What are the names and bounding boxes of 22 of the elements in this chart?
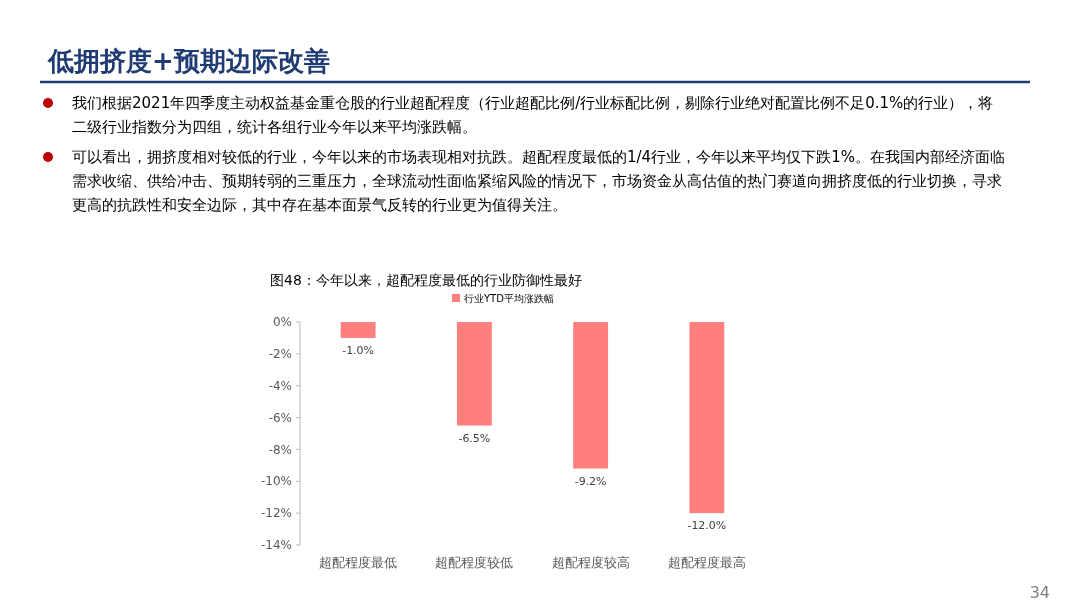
y-tick-label: -10% (260, 474, 292, 489)
y-tick-label: -8% (268, 442, 292, 457)
text: 可以看出，拥挤度相对较低的行业，今年以来的市场表现相对抗跌。超配程度最低的1/4行业，今年以来平均仅下跌1%。在我国内部经济面临需求收缩、供给冲击、预期转弱的三重压力，全球流动性面临紧缩风险的情况下，市场资金从高估值的热门赛道向拥挤度低的行业切换，寻求更高的抗跌性和安全边际，其中存在基本面景气反转的行业更为值得关注。 (72, 148, 1005, 214)
chart-subtitle: 低拥挤度+预期边际改善 (47, 46, 330, 76)
y-tick-label: -14% (260, 538, 292, 553)
y-tick-label: -2% (268, 347, 292, 362)
text: 我们根据2021年四季度主动权益基金重仓股的行业超配程度（行业超配比例/行业标配比例，剔除行业绝对配置比例不足0.1%的行业），将二级行业指数分为四组，统计各组行业今年以来平均涨跌幅。 (72, 94, 994, 136)
x-tick-label: 超配程度最高 (667, 555, 746, 570)
x-tick-label: 超配程度较高 (551, 555, 630, 570)
legend-label: 行业YTD平均涨跌幅 (464, 293, 554, 304)
text: 34 (1029, 583, 1050, 602)
text: -12.0% (687, 519, 727, 533)
x-tick-label: 超配程度较低 (435, 555, 514, 570)
text: -1.0% (342, 343, 375, 357)
y-tick-label: 0% (272, 315, 292, 330)
y-tick-label: -6% (268, 410, 292, 425)
y-tick-label: -4% (268, 378, 292, 393)
x-tick-label: 超配程度最低 (319, 555, 398, 570)
y-tick-label: -12% (260, 506, 292, 521)
text: -9.2% (574, 474, 607, 488)
text: -6.5% (458, 431, 491, 445)
chart-title: 图48：今年以来，超配程度最低的行业防御性最好 (270, 272, 582, 288)
